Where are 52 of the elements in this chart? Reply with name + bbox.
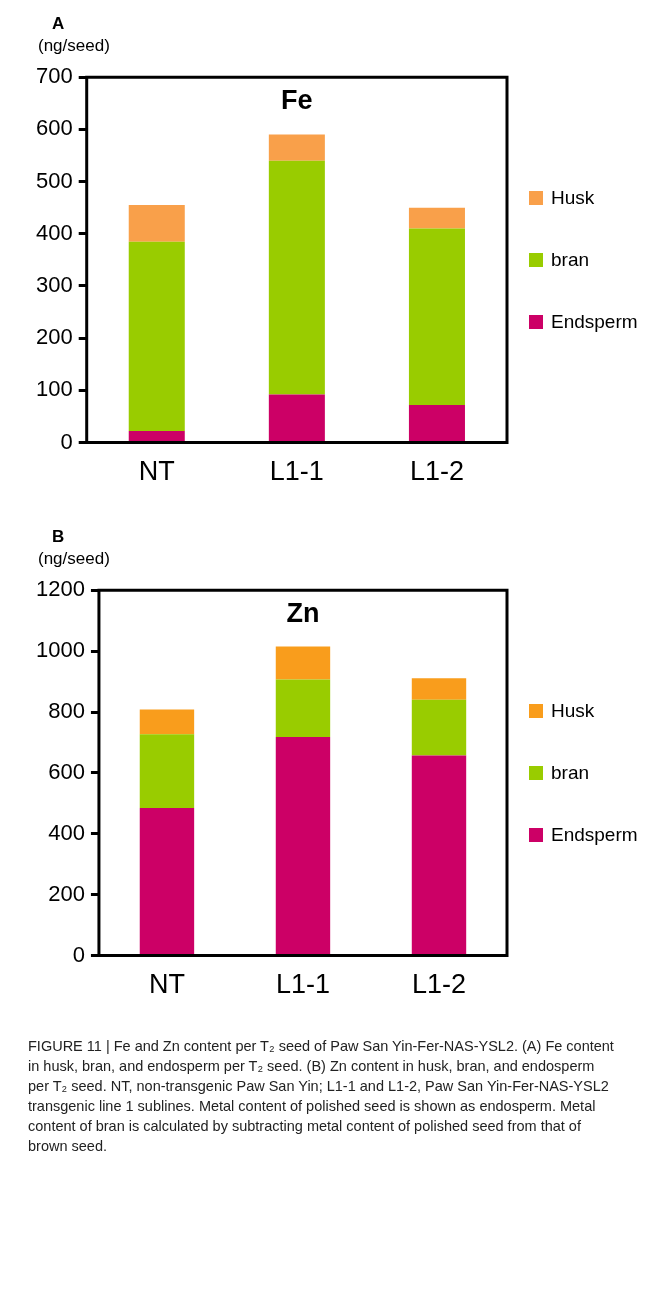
bar xyxy=(128,431,185,443)
bar xyxy=(139,807,195,956)
y-tick-label: 400 xyxy=(48,819,85,845)
legend-label: Husk xyxy=(551,186,595,209)
chart-title: Zn xyxy=(286,598,320,630)
y-tick-label: 600 xyxy=(48,758,85,784)
y-tick-label: 400 xyxy=(35,219,73,245)
text: A xyxy=(51,13,66,34)
x-tick-label: L1-1 xyxy=(269,456,324,487)
legend-label: bran xyxy=(551,248,590,271)
legend-label: bran xyxy=(551,761,590,784)
y-tick-label: 500 xyxy=(35,167,73,193)
y-tick-label: 0 xyxy=(72,941,85,967)
legend-label: Endsperm xyxy=(551,310,638,333)
x-tick-label: NT xyxy=(138,456,175,487)
y-tick-label: 1000 xyxy=(35,637,85,663)
legend-label: Endsperm xyxy=(551,823,638,846)
legend-label: Husk xyxy=(551,699,595,722)
y-tick-label: 800 xyxy=(48,698,85,724)
y-tick-label: 200 xyxy=(35,324,73,350)
bar xyxy=(128,205,185,242)
y-tick-label: 0 xyxy=(60,428,73,454)
chart-title: Fe xyxy=(281,85,313,117)
y-tick-label: 200 xyxy=(48,880,85,906)
bar xyxy=(275,679,331,737)
x-tick-label: L1-2 xyxy=(411,969,467,1000)
x-tick-label: L1-2 xyxy=(409,456,464,487)
bar xyxy=(275,646,331,680)
bar xyxy=(408,228,465,406)
bar xyxy=(411,699,467,756)
bar xyxy=(268,394,325,443)
y-tick-label: 600 xyxy=(35,115,73,141)
y-tick-label: 1200 xyxy=(35,576,85,602)
y-tick-label: 700 xyxy=(35,63,73,89)
bar xyxy=(408,207,465,229)
x-tick-label: NT xyxy=(148,969,185,1000)
text: B xyxy=(51,526,66,547)
y-tick-label: 100 xyxy=(35,376,73,402)
bar xyxy=(275,736,331,956)
bar xyxy=(139,709,195,735)
bar xyxy=(268,134,325,161)
bar xyxy=(128,241,185,432)
bar xyxy=(139,734,195,808)
y-tick-label: 300 xyxy=(35,272,73,298)
bar xyxy=(411,755,467,956)
caption: FIGURE 11 | Fe and Zn content per T₂ seed of Paw San Yin-Fer-NAS-YSL2. (A) Fe content in husk, bran, and endosperm per T₂ seed. (B) Zn content in husk, bran, and endosperm per T₂ seed. NT, non-transgenic Paw San Yin; L1-1 and L1-2, Paw San Yin-Fer-NAS-YSL2 transgenic line 1 sublines. Metal content of polished seed is shown as endosperm. Metal content of bran is calculated by subtracting metal content of polished seed from that of brown seed. xyxy=(27,1037,615,1156)
x-tick-label: L1-1 xyxy=(275,969,330,1000)
bar xyxy=(411,678,467,700)
y-axis-title: (ng/seed) xyxy=(37,35,111,57)
y-axis-title: (ng/seed) xyxy=(37,548,111,570)
bar xyxy=(408,405,465,443)
bar xyxy=(268,160,325,395)
